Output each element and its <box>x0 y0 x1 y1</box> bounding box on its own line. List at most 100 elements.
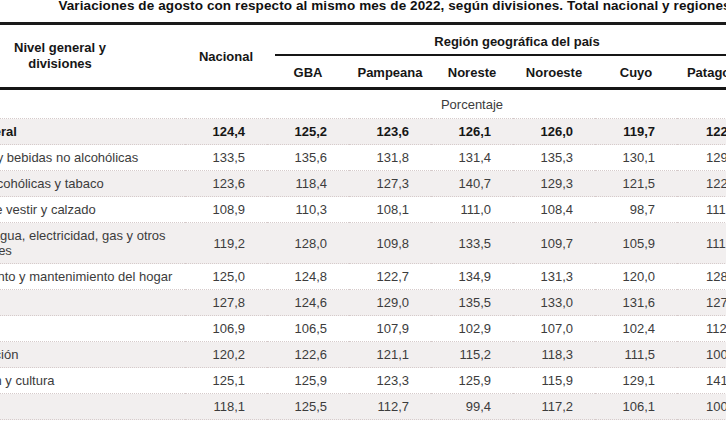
value-cell: 124,6 <box>267 290 349 316</box>
value-cell: 135,5 <box>431 290 513 316</box>
value-cell: 108,4 <box>513 197 595 223</box>
value-cell: 115,9 <box>513 368 595 394</box>
value-cell: 111,0 <box>431 197 513 223</box>
division-label: Nivel general <box>0 119 185 145</box>
col-header-gba: GBA <box>267 57 349 89</box>
value-cell: 123,6 <box>185 171 267 197</box>
value-cell: 122,6 <box>267 342 349 368</box>
value-cell: 100 <box>677 394 726 420</box>
col-header-pampeana: Pampeana <box>349 57 431 89</box>
value-cell: 126,1 <box>431 119 513 145</box>
value-cell: 141 <box>677 368 726 394</box>
value-cell: 110,3 <box>267 197 349 223</box>
col-header-cuyo: Cuyo <box>595 57 677 89</box>
value-cell: 129,1 <box>595 368 677 394</box>
division-label: Bebidas alcohólicas y tabaco <box>0 171 185 197</box>
table-row: Bebidas alcohólicas y tabaco123,6118,412… <box>0 171 726 197</box>
value-cell: 121,5 <box>595 171 677 197</box>
value-cell: 127,3 <box>349 171 431 197</box>
table-row: Comunicación120,2122,6121,1115,2118,3111… <box>0 342 726 368</box>
value-cell: 106,9 <box>185 316 267 342</box>
division-label: Salud <box>0 290 185 316</box>
value-cell: 123,3 <box>349 368 431 394</box>
table-row: Salud127,8124,6129,0135,5133,0131,6127 <box>0 290 726 316</box>
value-cell: 112,7 <box>349 394 431 420</box>
value-cell: 129,3 <box>513 171 595 197</box>
ipc-table-screenshot: Variaciones de agosto con respecto al mi… <box>0 0 726 427</box>
table-row: Nivel general124,4125,2123,6126,1126,011… <box>0 119 726 145</box>
division-label: Prendas de vestir y calzado <box>0 197 185 223</box>
col-header-divisions-line2: divisiones <box>28 56 92 71</box>
value-cell: 112 <box>677 316 726 342</box>
table-sheet: Variaciones de agosto con respecto al mi… <box>0 0 726 427</box>
value-cell: 141 <box>677 420 726 427</box>
table-row: Equipamiento y mantenimiento del hogar12… <box>0 264 726 290</box>
value-cell: 111 <box>677 223 726 264</box>
value-cell: 133,0 <box>513 290 595 316</box>
value-cell: 124,8 <box>267 264 349 290</box>
col-header-region-group: Región geográfica del país <box>267 24 726 58</box>
value-cell: 138,9 <box>431 420 513 427</box>
table-row: Prendas de vestir y calzado108,9110,3108… <box>0 197 726 223</box>
col-header-noreste: Noreste <box>431 57 513 89</box>
table-body: Nivel general124,4125,2123,6126,1126,011… <box>0 119 726 427</box>
division-label: Alimentos y bebidas no alcohólicas <box>0 145 185 171</box>
table-row: Transporte106,9106,5107,9102,9107,0102,4… <box>0 316 726 342</box>
value-cell: 126,0 <box>513 119 595 145</box>
value-cell: 118,4 <box>267 171 349 197</box>
division-label: Educación <box>0 394 185 420</box>
value-cell: 124,4 <box>185 119 267 145</box>
table-row: Recreación y cultura125,1125,9123,3125,9… <box>0 368 726 394</box>
value-cell: 135,6 <box>267 145 349 171</box>
division-label: Recreación y cultura <box>0 368 185 394</box>
value-cell: 98,7 <box>595 197 677 223</box>
value-cell: 99,4 <box>431 394 513 420</box>
value-cell: 118,1 <box>185 394 267 420</box>
value-cell: 131,4 <box>431 145 513 171</box>
col-header-divisions: Nivel general y divisiones <box>0 24 185 89</box>
value-cell: 125,2 <box>267 119 349 145</box>
table-row: Restaurantes y hoteles142,2136,6149,3138… <box>0 420 726 427</box>
unit-spacer <box>0 89 185 119</box>
value-cell: 122 <box>677 171 726 197</box>
value-cell: 128 <box>677 264 726 290</box>
value-cell: 149,3 <box>349 420 431 427</box>
value-cell: 120,0 <box>595 264 677 290</box>
table-row: Vivienda, agua, electricidad, gas y otro… <box>0 223 726 264</box>
value-cell: 111,5 <box>595 342 677 368</box>
col-header-patagonia: Patagonia <box>677 57 726 89</box>
value-cell: 127,8 <box>185 290 267 316</box>
table-row: Educación118,1125,5112,799,4117,2106,110… <box>0 394 726 420</box>
value-cell: 135,3 <box>513 145 595 171</box>
value-cell: 115,2 <box>431 342 513 368</box>
col-header-noroeste: Noroeste <box>513 57 595 89</box>
division-label: Vivienda, agua, electricidad, gas y otro… <box>0 223 185 264</box>
value-cell: 109,7 <box>513 223 595 264</box>
value-cell: 123,6 <box>349 119 431 145</box>
value-cell: 108,1 <box>349 197 431 223</box>
value-cell: 130,1 <box>595 145 677 171</box>
value-cell: 128,0 <box>267 223 349 264</box>
value-cell: 106,5 <box>267 316 349 342</box>
value-cell: 118,3 <box>513 342 595 368</box>
value-cell: 129 <box>677 145 726 171</box>
value-cell: 122,7 <box>349 264 431 290</box>
value-cell: 121,1 <box>349 342 431 368</box>
value-cell: 129,0 <box>349 290 431 316</box>
value-cell: 140,7 <box>431 171 513 197</box>
value-cell: 147,9 <box>513 420 595 427</box>
value-cell: 122 <box>677 119 726 145</box>
value-cell: 142,2 <box>185 420 267 427</box>
value-cell: 119,2 <box>185 223 267 264</box>
value-cell: 134,9 <box>431 264 513 290</box>
value-cell: 117,2 <box>513 394 595 420</box>
value-cell: 107,9 <box>349 316 431 342</box>
division-label: Comunicación <box>0 342 185 368</box>
value-cell: 125,5 <box>267 394 349 420</box>
value-cell: 119,7 <box>595 119 677 145</box>
table-header: Nivel general y divisiones Nacional Regi… <box>0 24 726 119</box>
region-group-label: Región geográfica del país <box>275 34 726 56</box>
value-cell: 109,8 <box>349 223 431 264</box>
value-cell: 100 <box>677 342 726 368</box>
division-label: Transporte <box>0 316 185 342</box>
